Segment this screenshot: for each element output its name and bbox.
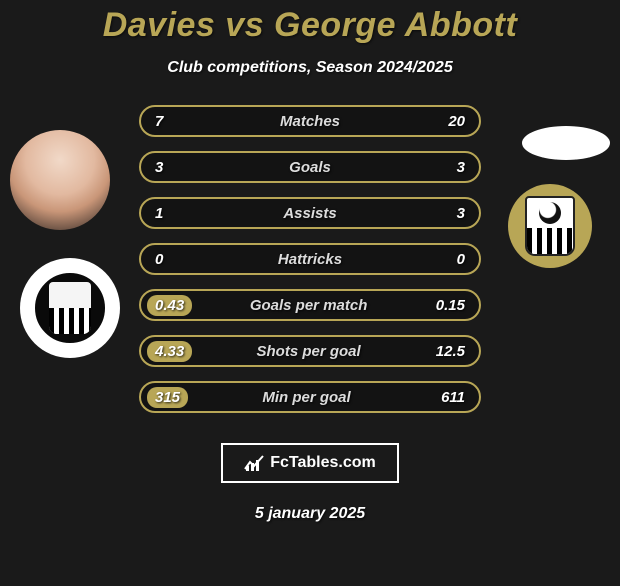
stat-label: Goals — [195, 159, 425, 176]
stat-label: Assists — [195, 205, 425, 222]
stat-right-value: 12.5 — [425, 343, 465, 360]
stat-left-value: 4.33 — [147, 341, 192, 362]
club-left-badge — [20, 258, 120, 358]
stat-row: 0 Hattricks 0 — [139, 243, 481, 275]
stat-left-value: 0.43 — [147, 295, 192, 316]
stats-table: 7 Matches 20 3 Goals 3 1 Assists 3 0 Hat… — [139, 105, 481, 413]
stat-right-value: 0 — [425, 251, 465, 268]
stat-row: 7 Matches 20 — [139, 105, 481, 137]
stat-left-value: 1 — [155, 205, 195, 222]
stat-row: 4.33 Shots per goal 12.5 — [139, 335, 481, 367]
stat-left-value: 7 — [155, 113, 195, 130]
stat-left-value: 0 — [155, 251, 195, 268]
brand-logo[interactable]: FcTables.com — [221, 443, 399, 483]
stat-label: Goals per match — [192, 297, 425, 314]
stat-right-value: 0.15 — [425, 297, 465, 314]
player-left-avatar — [10, 130, 110, 230]
stat-right-value: 611 — [425, 389, 465, 406]
stat-left-value: 315 — [147, 387, 188, 408]
chart-icon — [244, 455, 264, 471]
stat-row: 3 Goals 3 — [139, 151, 481, 183]
stat-row: 1 Assists 3 — [139, 197, 481, 229]
stat-label: Shots per goal — [192, 343, 425, 360]
club-right-badge — [508, 184, 592, 268]
footer-date: 5 january 2025 — [8, 505, 612, 523]
stat-left-value: 3 — [155, 159, 195, 176]
stat-label: Hattricks — [195, 251, 425, 268]
page-title: Davies vs George Abbott — [8, 6, 612, 45]
player-right-avatar — [522, 126, 610, 160]
stat-row: 315 Min per goal 611 — [139, 381, 481, 413]
stat-label: Min per goal — [188, 389, 425, 406]
brand-label: FcTables.com — [270, 454, 376, 472]
stat-right-value: 3 — [425, 159, 465, 176]
season-subtitle: Club competitions, Season 2024/2025 — [8, 59, 612, 77]
stat-right-value: 3 — [425, 205, 465, 222]
stat-label: Matches — [195, 113, 425, 130]
stat-right-value: 20 — [425, 113, 465, 130]
stat-row: 0.43 Goals per match 0.15 — [139, 289, 481, 321]
